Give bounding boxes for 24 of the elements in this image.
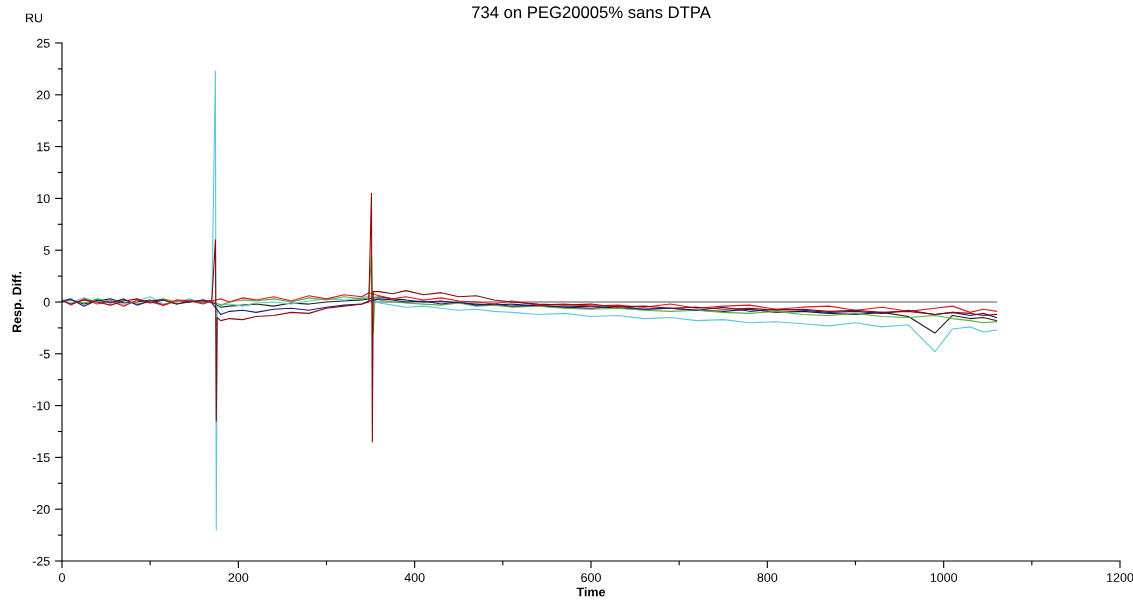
y-tick-label: -5 bbox=[39, 349, 50, 359]
y-tick-label: 10 bbox=[37, 194, 50, 204]
x-tick-label: 0 bbox=[59, 573, 65, 582]
x-tick-label: 600 bbox=[581, 573, 601, 582]
text: RU bbox=[26, 13, 43, 23]
x-tick-label: 400 bbox=[404, 573, 425, 582]
x-axis-title: Time bbox=[576, 587, 606, 597]
x-tick-label: 1000 bbox=[930, 573, 958, 582]
x-tick-label: 800 bbox=[757, 573, 778, 582]
y-tick-label: 0 bbox=[43, 297, 50, 307]
y-tick-label: -20 bbox=[32, 505, 50, 514]
chart-title: 734 on PEG20005% sans DTPA bbox=[472, 6, 711, 19]
y-tick-label: 15 bbox=[37, 142, 50, 152]
y-tick-label: -25 bbox=[32, 556, 50, 566]
y-tick-label: -10 bbox=[32, 401, 50, 411]
y-axis-title: Resp. Diff. bbox=[12, 271, 24, 333]
y-tick-label: 20 bbox=[36, 90, 50, 100]
line-series bbox=[62, 292, 998, 313]
x-tick-label: 1200 bbox=[1107, 573, 1133, 582]
y-tick-label: 25 bbox=[36, 38, 50, 48]
line-series bbox=[62, 192, 998, 443]
y-tick-label: -15 bbox=[32, 453, 50, 463]
x-tick-label: 200 bbox=[228, 573, 249, 582]
y-tick-label: 5 bbox=[43, 246, 50, 255]
